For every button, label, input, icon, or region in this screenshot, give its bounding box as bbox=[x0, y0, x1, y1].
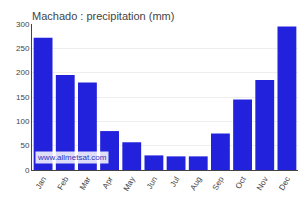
svg-text:Apr: Apr bbox=[101, 175, 115, 191]
svg-text:Sep: Sep bbox=[211, 175, 226, 192]
svg-text:Nov: Nov bbox=[255, 175, 270, 192]
svg-text:200: 200 bbox=[16, 68, 30, 77]
svg-text:0: 0 bbox=[25, 166, 30, 175]
svg-text:www.allmetsat.com: www.allmetsat.com bbox=[37, 153, 107, 162]
svg-text:Jan: Jan bbox=[34, 175, 48, 191]
svg-text:300: 300 bbox=[16, 20, 30, 29]
svg-text:Aug: Aug bbox=[189, 175, 204, 192]
svg-text:Mar: Mar bbox=[78, 175, 93, 192]
svg-text:Feb: Feb bbox=[56, 175, 71, 192]
svg-text:250: 250 bbox=[16, 44, 30, 53]
svg-text:Jul: Jul bbox=[168, 175, 181, 189]
svg-text:100: 100 bbox=[16, 117, 30, 126]
svg-text:Machado : precipitation (mm): Machado : precipitation (mm) bbox=[32, 10, 174, 22]
svg-text:Oct: Oct bbox=[234, 174, 248, 190]
svg-text:Dec: Dec bbox=[277, 175, 292, 192]
svg-text:150: 150 bbox=[16, 93, 30, 102]
svg-text:May: May bbox=[122, 175, 137, 193]
svg-text:Jun: Jun bbox=[145, 175, 159, 191]
svg-text:50: 50 bbox=[20, 141, 29, 150]
